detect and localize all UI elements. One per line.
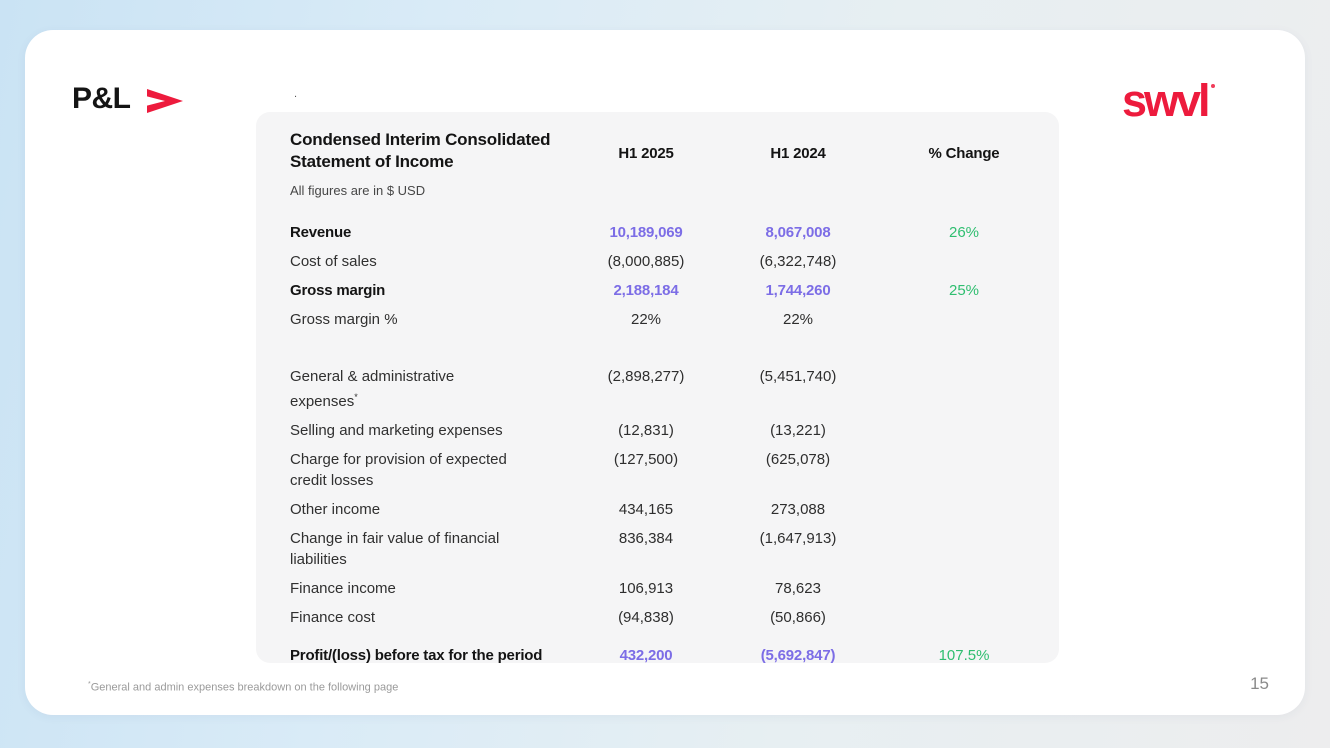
table-row: General & administrative expenses* (2,898… (256, 366, 1059, 412)
table-body: Revenue 10,189,069 8,067,008 26% Cost of sal… (256, 222, 1059, 666)
value-h1-2025: 106,913 (618, 580, 674, 597)
value-h1-2024: 1,744,260 (765, 282, 831, 299)
value-h1-2024: 22% (782, 311, 814, 328)
table-row: Cost of sales (8,000,885) (6,322,748) (256, 251, 1059, 272)
value-h1-2024: (1,647,913) (759, 530, 837, 547)
swvl-logo-text: swvl (1122, 75, 1211, 126)
page-title: P&L (72, 82, 131, 115)
value-h1-2025: 434,165 (618, 501, 674, 518)
chevron-right-icon (146, 88, 183, 113)
value-h1-2025: 2,188,184 (613, 282, 679, 299)
row-label: Finance income (290, 580, 396, 597)
footnote: *General and admin expenses breakdown on… (88, 681, 398, 694)
table-row: Other income 434,165 273,088 (256, 499, 1059, 520)
table-row: Selling and marketing expenses (12,831) (1… (256, 420, 1059, 441)
footnote-marker: * (354, 392, 358, 402)
value-h1-2025: 432,200 (619, 647, 673, 664)
row-label: Change in fair value of financial liabil… (290, 530, 500, 568)
column-header: % Change (928, 145, 1000, 162)
trademark-dot-icon (1210, 84, 1215, 88)
column-header: H1 2024 (770, 145, 826, 162)
income-statement-panel: Condensed Interim Consolidated Statement… (256, 112, 1059, 666)
value-h1-2025: (94,838) (618, 609, 674, 626)
table-row: Finance income 106,913 78,623 (256, 578, 1059, 599)
table-row: Gross margin % 22% 22% (256, 309, 1059, 330)
value-h1-2025: (8,000,885) (607, 253, 685, 270)
column-header: H1 2025 (618, 145, 674, 162)
table-row: Revenue 10,189,069 8,067,008 26% (256, 222, 1059, 243)
row-label: Profit/(loss) before tax for the period (290, 647, 543, 664)
value-pct-change: 26% (948, 224, 980, 241)
value-h1-2024: (5,451,740) (759, 368, 837, 385)
value-h1-2025: (127,500) (613, 451, 679, 468)
table-title: Condensed Interim Consolidated Statement… (290, 130, 551, 171)
value-h1-2024: 273,088 (770, 501, 826, 518)
table-row: Finance cost (94,838) (50,866) (256, 607, 1059, 628)
footnote-marker: * (88, 681, 91, 688)
row-label: Charge for provision of expected credit … (290, 451, 507, 489)
row-label: Revenue (290, 224, 352, 241)
value-h1-2025: (2,898,277) (607, 368, 685, 385)
stray-dot: . (294, 88, 298, 100)
value-h1-2024: 78,623 (775, 580, 821, 597)
row-label: Selling and marketing expenses (290, 422, 503, 439)
table-subtitle: All figures are in $ USD (290, 183, 426, 198)
page-number: 15 (1250, 674, 1269, 693)
value-h1-2025: (12,831) (618, 422, 674, 439)
value-h1-2024: (50,866) (770, 609, 826, 626)
value-h1-2024: (625,078) (765, 451, 831, 468)
value-h1-2025: 836,384 (618, 530, 674, 547)
value-pct-change: 107.5% (938, 647, 990, 664)
row-spacer (256, 636, 1059, 645)
value-h1-2024: (13,221) (770, 422, 826, 439)
row-label: Gross margin (290, 282, 386, 299)
footnote-text: General and admin expenses breakdown on … (90, 681, 399, 694)
table-row: Charge for provision of expected credit … (256, 449, 1059, 491)
row-label: Cost of sales (290, 253, 377, 270)
table-row: Change in fair value of financial liabil… (256, 528, 1059, 570)
row-label: Finance cost (290, 609, 376, 626)
slide-header: P&L (72, 82, 184, 116)
table-row: Profit/(loss) before tax for the period 4… (256, 645, 1059, 666)
value-h1-2025: 10,189,069 (609, 224, 683, 241)
value-h1-2024: (5,692,847) (760, 647, 836, 664)
value-h1-2024: (6,322,748) (759, 253, 837, 270)
slide-card: P&L . swvl Condensed Interim Consolidate… (25, 30, 1305, 715)
table-header-row: Condensed Interim Consolidated Statement… (256, 112, 1059, 201)
table-title-block: Condensed Interim Consolidated Statement… (290, 129, 570, 201)
table-row: Gross margin 2,188,184 1,744,260 25% (256, 280, 1059, 301)
row-label: Other income (290, 501, 381, 518)
swvl-logo: swvl (1122, 78, 1215, 123)
row-label: General & administrative expenses* (290, 368, 455, 410)
value-h1-2025: 22% (630, 311, 662, 328)
value-pct-change: 25% (948, 282, 980, 299)
row-label: Gross margin % (290, 311, 398, 328)
value-h1-2024: 8,067,008 (765, 224, 831, 241)
row-spacer (256, 338, 1059, 366)
